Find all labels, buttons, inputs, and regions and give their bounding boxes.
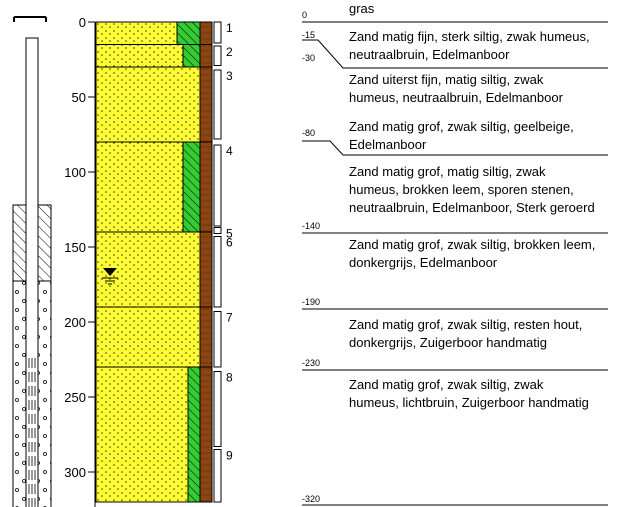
layer-description-line: Zand uiterst fijn, matig siltig, zwak [349, 72, 544, 87]
depth-tick-label: 150 [64, 240, 86, 255]
layer-description-line: Zand matig grof, matig siltig, zwak [349, 164, 546, 179]
well-screen [28, 358, 36, 507]
sample-number: 2 [226, 45, 233, 59]
depth-axis: 0 50 100 150 200 250 300 [64, 15, 96, 507]
layer-description-line: Edelmanboor [349, 137, 427, 152]
sample-number: 8 [226, 371, 233, 385]
sample-box [213, 21, 222, 44]
sample-number: 3 [226, 69, 233, 83]
sample-box [213, 371, 222, 447]
depth-label: -320 [302, 494, 320, 504]
groundwater-level-icon [102, 268, 118, 285]
layer-description-line: humeus, brokken leem, sporen stenen, [349, 182, 574, 197]
sample-box [213, 236, 222, 308]
depth-label: -190 [302, 297, 320, 307]
sample-box [213, 69, 222, 140]
sample-box [213, 449, 222, 503]
seal-right [37, 204, 52, 282]
sand-layer [95, 141, 184, 233]
layer-description-line: donkergrijs, Edelmanboor [349, 255, 498, 270]
layer-description-line: neutraalbruin, Edelmanboor, Sterk geroer… [349, 200, 595, 215]
sand-layer [95, 44, 184, 68]
layer-description-line: humeus, lichtbruin, Zuigerboor handmatig [349, 395, 589, 410]
sand-layer [95, 366, 189, 503]
humus-layer [199, 66, 213, 143]
sample-number: 1 [226, 21, 233, 35]
depth-label: -30 [302, 53, 315, 63]
depth-label: -15 [302, 30, 315, 40]
layer-description-line: gras [349, 1, 375, 16]
depth-tick-label: 200 [64, 315, 86, 330]
sample-box [213, 45, 222, 66]
layer-description-line: Zand matig grof, zwak siltig, brokken le… [349, 237, 595, 252]
sample-number: 5 [226, 227, 233, 241]
water-triangle [103, 268, 117, 276]
depth-tick-label: 0 [79, 15, 86, 30]
lithology-column [95, 21, 213, 503]
layer-description-line: Zand matig fijn, sterk siltig, zwak hume… [349, 29, 590, 44]
sample-number: 9 [226, 449, 233, 463]
layer-boundary [302, 39, 608, 69]
sample-markers: 1 2 3 4 56 7 8 9 [213, 21, 233, 503]
layer-description-line: Zand matig grof, zwak siltig, geelbeige, [349, 119, 574, 134]
depth-label: -230 [302, 358, 320, 368]
layer-description-line: donkergrijs, Zuigerboor handmatig [349, 335, 547, 350]
seal-left [12, 204, 27, 282]
sand-layer [95, 66, 201, 143]
gravel-pack-right [37, 280, 52, 507]
depth-label: -140 [302, 221, 320, 231]
sample-box [213, 144, 222, 227]
humus-layer [199, 231, 213, 308]
sample-number: 7 [226, 311, 233, 325]
sand-layer [95, 306, 201, 368]
humus-layer [199, 306, 213, 368]
sample-box [213, 311, 222, 368]
layer-description-line: humeus, neutraalbruin, Edelmanboor [349, 90, 564, 105]
layer-description-line: Zand matig grof, zwak siltig, zwak [349, 377, 544, 392]
sample-number: 6 [226, 236, 233, 250]
gravel-pack-left [12, 280, 27, 507]
depth-tick-label: 100 [64, 165, 86, 180]
layer-boundary [302, 140, 608, 156]
humus-layer [199, 21, 213, 45]
sample-number: 4 [226, 144, 233, 158]
layer-descriptions: 0 -15 -30 -80 -140 -190 -230 -320 gras Zand matig… [302, 1, 608, 506]
depth-tick-label: 50 [72, 90, 86, 105]
depth-tick-label: 250 [64, 390, 86, 405]
humus-layer [199, 141, 213, 233]
depth-label: 0 [302, 10, 307, 20]
layer-description-line: neutraalbruin, Edelmanboor [349, 47, 510, 62]
layer-description-line: Zand matig grof, zwak siltig, resten hou… [349, 317, 582, 332]
sample-box [213, 227, 222, 234]
humus-layer [199, 366, 213, 503]
depth-label: -80 [302, 128, 315, 138]
humus-layer [199, 44, 213, 68]
sand-layer [95, 21, 178, 45]
depth-tick-label: 300 [64, 465, 86, 480]
well-construction [12, 16, 52, 507]
